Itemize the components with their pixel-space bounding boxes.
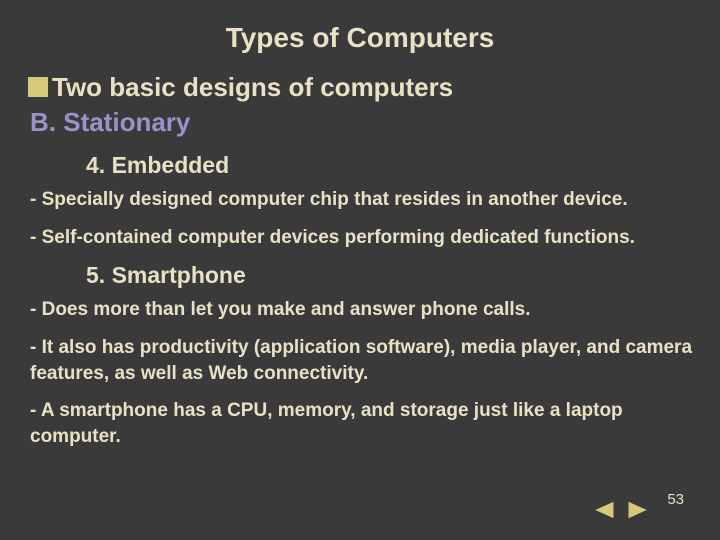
nav-controls <box>590 499 652 526</box>
body-line: - Self-contained computer devices perfor… <box>18 225 702 251</box>
section-heading: B. Stationary <box>18 107 702 138</box>
sub-heading-2: 5. Smartphone <box>18 262 702 289</box>
slide-container: Types of Computers Two basic designs of … <box>0 0 720 540</box>
triangle-right-icon <box>624 499 652 521</box>
slide-title: Types of Computers <box>18 22 702 54</box>
page-number: 53 <box>667 491 684 508</box>
body-line: - It also has productivity (application … <box>18 335 702 386</box>
next-slide-button[interactable] <box>624 499 652 526</box>
bullet-square-icon <box>28 77 48 97</box>
sub-heading-1: 4. Embedded <box>18 152 702 179</box>
body-line: - Specially designed computer chip that … <box>18 187 702 213</box>
triangle-left-icon <box>590 499 618 521</box>
body-line: - Does more than let you make and answer… <box>18 297 702 323</box>
main-point-row: Two basic designs of computers <box>18 72 702 103</box>
body-line: - A smartphone has a CPU, memory, and st… <box>18 398 702 449</box>
prev-slide-button[interactable] <box>590 499 618 526</box>
main-point-text: Two basic designs of computers <box>52 72 453 103</box>
